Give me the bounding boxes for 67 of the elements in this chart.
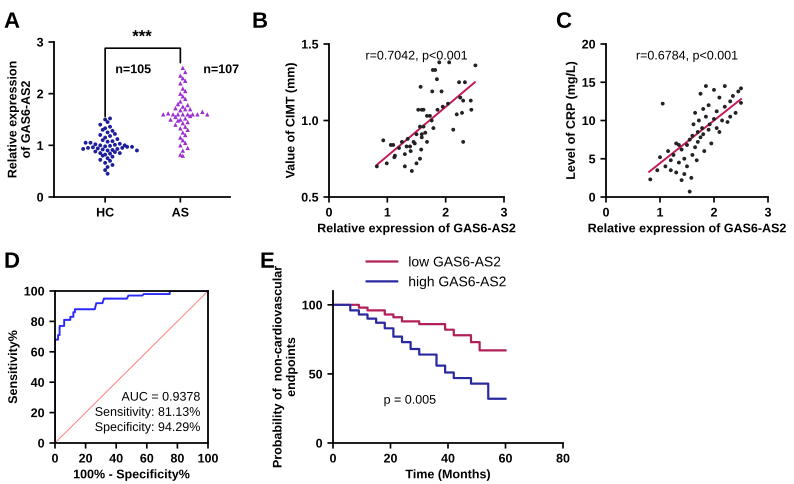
legend-label: low GAS6-AS2	[409, 256, 500, 267]
y-axis-title: Relative expression of GAS6-AS2	[7, 62, 30, 178]
annotation: n=105	[116, 64, 151, 74]
x-tick-label: 0	[52, 454, 58, 463]
chart-title: E	[261, 252, 274, 268]
y-tick-label: 0	[38, 438, 44, 448]
x-tick-label: 60	[499, 454, 512, 463]
x-tick-label: 2	[710, 208, 717, 216]
x-axis-title: Relative expression of GAS6-AS2	[318, 223, 516, 235]
y-tick-label: 80	[31, 317, 44, 326]
annotation: r=0.7042, p<0.001	[366, 50, 467, 62]
y-tick-label: 15	[582, 78, 596, 87]
annotation: n=107	[204, 64, 239, 74]
x-tick-label: 2	[442, 208, 449, 216]
annotation: ***	[132, 30, 152, 36]
y-tick-label: 40	[30, 378, 44, 387]
y-tick-label: 5	[589, 154, 596, 164]
x-tick-label: 80	[556, 454, 570, 463]
x-tick-label: 60	[140, 454, 154, 463]
x-tick-label: 0	[330, 454, 336, 463]
annotation: Specificity: 94.29%	[95, 422, 200, 434]
y-tick-label: 20	[582, 40, 596, 49]
x-tick-label: 1	[657, 208, 664, 216]
x-tick-label: HC	[96, 208, 114, 217]
x-axis-title: Time (Months)	[406, 469, 490, 481]
x-tick-label: 40	[441, 454, 454, 463]
y-axis-title: Value of CIMT (mm)	[285, 63, 298, 178]
y-tick-label: 2	[37, 89, 44, 98]
y-tick-label: 0	[37, 192, 44, 202]
x-tick-label: AS	[172, 208, 189, 217]
y-tick-label: 100	[302, 300, 322, 310]
x-axis-title: Relative expression of GAS6-AS2	[588, 223, 786, 235]
y-tick-label: 20	[31, 408, 44, 418]
y-tick-label: 1	[37, 141, 44, 150]
x-tick-label: 100	[198, 454, 218, 463]
x-tick-label: 20	[79, 454, 92, 463]
y-tick-label: 0.5	[302, 192, 318, 202]
annotation: p = 0.005	[384, 394, 436, 406]
y-tick-label: 100	[24, 286, 44, 296]
chart-title: A	[4, 12, 20, 28]
x-tick-label: 3	[500, 208, 508, 217]
x-tick-label: 80	[170, 454, 184, 463]
chart-title: D	[5, 252, 20, 268]
y-tick-label: 60	[31, 348, 44, 356]
x-tick-label: 3	[764, 208, 772, 217]
y-tick-label: 0	[589, 192, 596, 202]
y-tick-label: 1.5	[302, 40, 318, 49]
x-tick-label: 40	[109, 454, 123, 463]
y-axis-title: Sensitivity%	[8, 330, 20, 404]
y-tick-label: 50	[309, 370, 322, 379]
legend-label: high GAS6-AS2	[409, 276, 506, 290]
y-axis-title: Level of CRP (mg/L)	[566, 62, 578, 179]
x-tick-label: 20	[384, 454, 397, 463]
y-tick-label: 10	[582, 116, 596, 126]
chart-title: B	[253, 12, 268, 28]
annotation: r=0.6784, p<0.001	[636, 50, 738, 62]
chart-title: C	[556, 12, 572, 28]
x-tick-label: 0	[326, 208, 332, 217]
annotation: AUC = 0.9378	[122, 392, 200, 401]
x-tick-label: 0	[603, 208, 609, 217]
annotation: Sensitivity: 81.13%	[95, 406, 200, 418]
y-tick-label: 0	[316, 438, 322, 448]
y-tick-label: 1.0	[302, 116, 318, 126]
y-axis-title: Probability of non-cardiovascular endpoints	[272, 266, 298, 468]
y-tick-label: 3	[36, 38, 44, 47]
x-axis-title: 100% - Specificity%	[74, 469, 190, 481]
x-tick-label: 1	[384, 208, 390, 216]
